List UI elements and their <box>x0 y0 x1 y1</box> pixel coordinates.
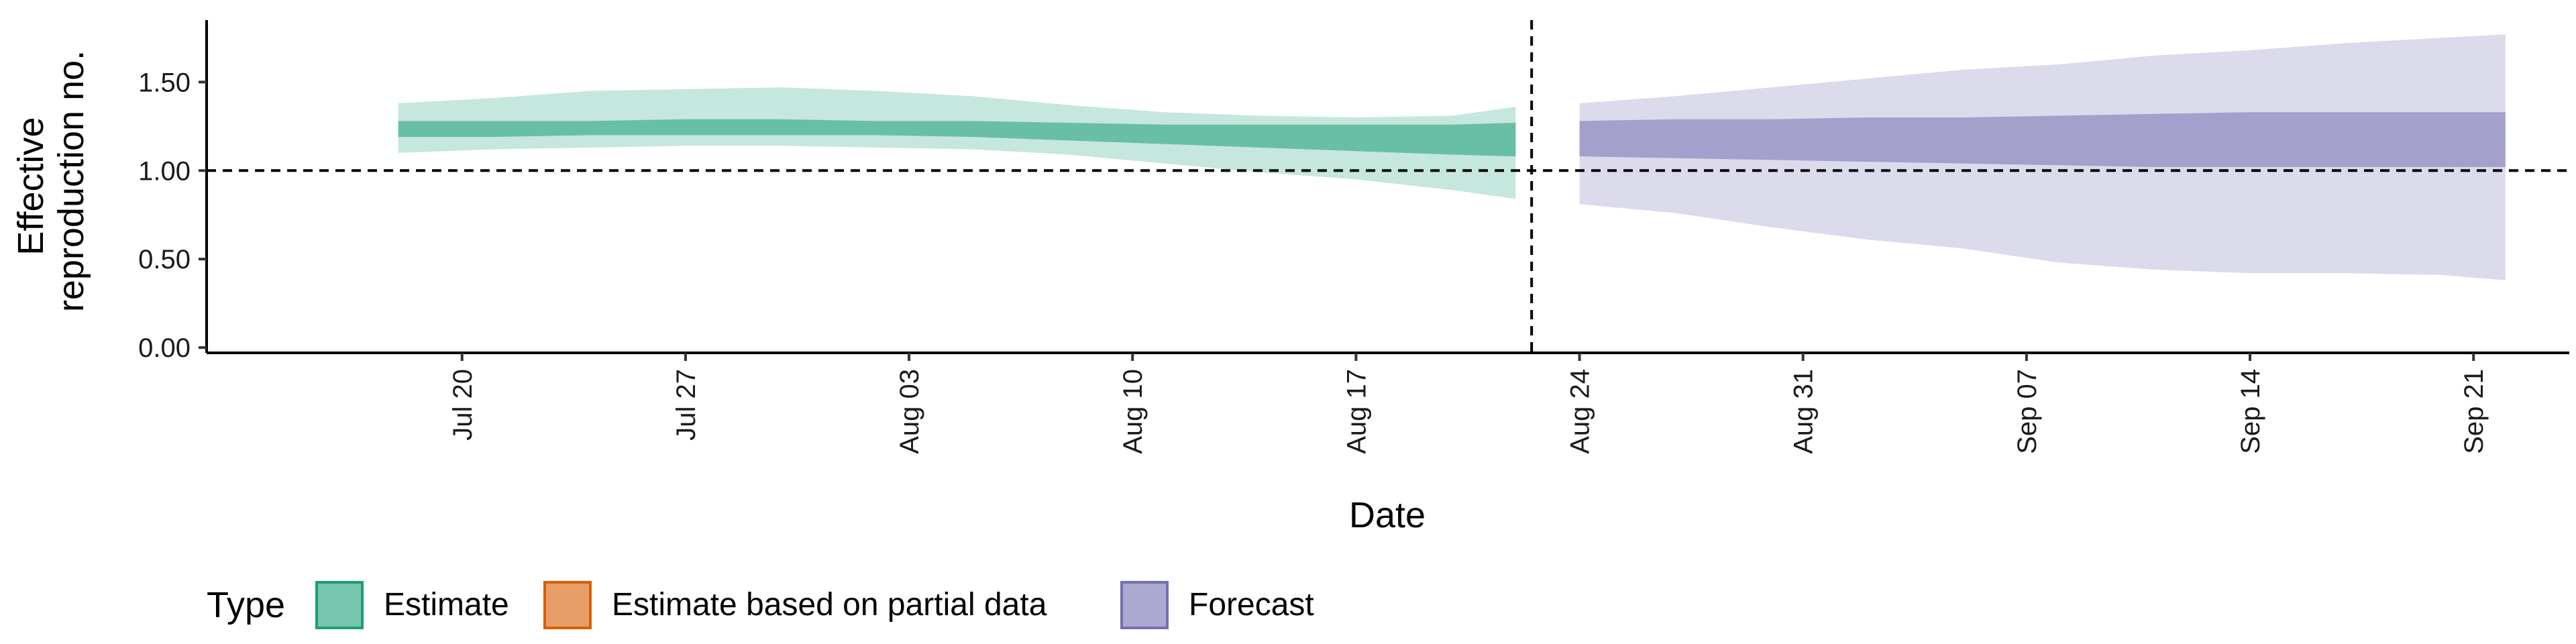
y-axis-title-line-1: Effective <box>11 117 51 255</box>
x-axis-title: Date <box>1349 495 1426 535</box>
x-tick-label: Aug 24 <box>1566 369 1595 454</box>
x-tick-label: Jul 27 <box>672 369 701 441</box>
legend-key-estimate-partial <box>543 581 592 629</box>
y-tick-label: 0.00 <box>138 333 191 363</box>
legend-label-estimate: Estimate <box>384 587 509 623</box>
x-tick-label: Aug 31 <box>1789 369 1819 454</box>
band-outer-estimate <box>398 87 1516 199</box>
axes-layer <box>199 20 2569 361</box>
x-tick-label-layer: Jul 20 Jul 27 Aug 03 Aug 10 Aug 17 Aug 24 Aug … <box>448 369 2489 454</box>
x-tick-label: Sep 07 <box>2012 369 2042 454</box>
legend-label-forecast: Forecast <box>1189 587 1314 623</box>
x-tick-label: Aug 03 <box>895 369 924 454</box>
y-tick-label-layer: 0.00 0.50 1.00 1.50 <box>138 68 191 363</box>
band-inner-estimate <box>398 119 1516 157</box>
y-axis-title-line-2: reproduction no. <box>51 50 91 312</box>
legend-key-forecast <box>1120 581 1169 629</box>
x-tick-label: Sep 14 <box>2236 369 2265 454</box>
legend-label-estimate-partial: Estimate based on partial data <box>612 587 1047 623</box>
legend-key-estimate <box>315 581 364 629</box>
legend-title: Type <box>207 585 285 625</box>
y-tick-label: 0.50 <box>138 245 191 274</box>
x-tick-label: Aug 17 <box>1342 369 1371 454</box>
band-layer <box>398 34 2506 280</box>
svg-text:Effective reproduction: Effective reproduction no. <box>11 50 91 312</box>
x-tick-label: Aug 10 <box>1118 369 1148 454</box>
y-tick-label: 1.00 <box>138 156 191 186</box>
y-tick-label: 1.50 <box>138 68 191 97</box>
x-tick-label: Jul 20 <box>448 369 478 441</box>
y-axis-title: Effective reproduction no. <box>11 50 91 312</box>
legend: Type Estimate Estimate based on partial … <box>207 581 1314 629</box>
band-inner-forecast <box>1579 112 2506 167</box>
reference-line-layer <box>207 20 2569 353</box>
x-tick-label: Sep 21 <box>2459 369 2489 454</box>
